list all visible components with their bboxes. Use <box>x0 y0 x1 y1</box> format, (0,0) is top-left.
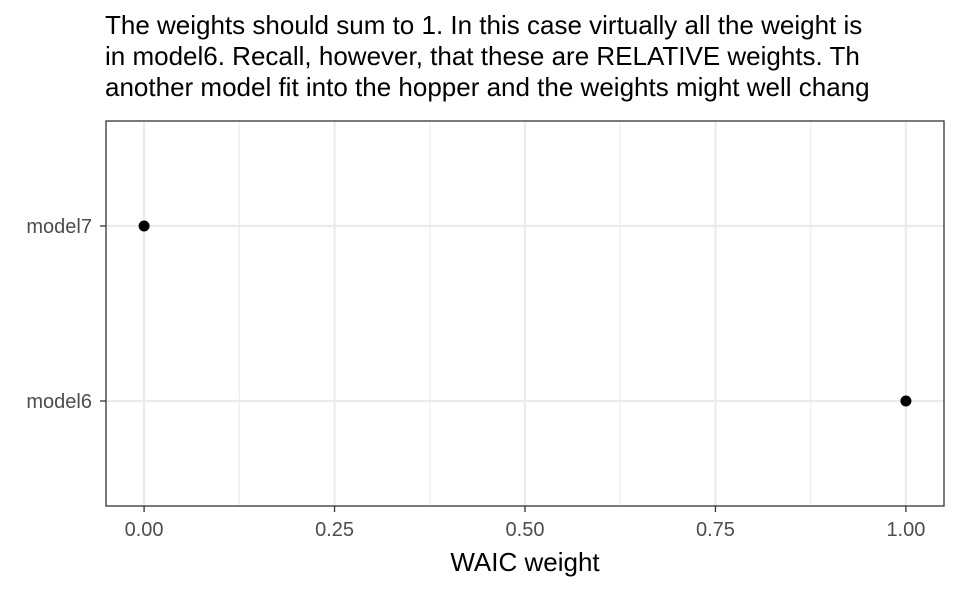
x-tick-label: 0.00 <box>125 519 164 541</box>
y-tick-label-model7: model7 <box>26 216 92 238</box>
x-tick-label: 0.25 <box>315 519 354 541</box>
x-tick-label: 0.75 <box>696 519 735 541</box>
data-point-model7 <box>138 220 150 232</box>
y-tick-label-model6: model6 <box>26 391 92 413</box>
x-axis-title: WAIC weight <box>450 547 600 577</box>
chart-title: The weights should sum to 1. In this cas… <box>105 10 960 103</box>
x-tick-label: 0.50 <box>506 519 545 541</box>
chart-title-line-3: another model fit into the hopper and th… <box>105 72 870 102</box>
chart-title-line-2: in model6. Recall, however, that these a… <box>105 41 860 71</box>
chart-title-line-1: The weights should sum to 1. In this cas… <box>105 10 863 40</box>
data-point-model6 <box>900 395 912 407</box>
x-tick-label: 1.00 <box>886 519 925 541</box>
